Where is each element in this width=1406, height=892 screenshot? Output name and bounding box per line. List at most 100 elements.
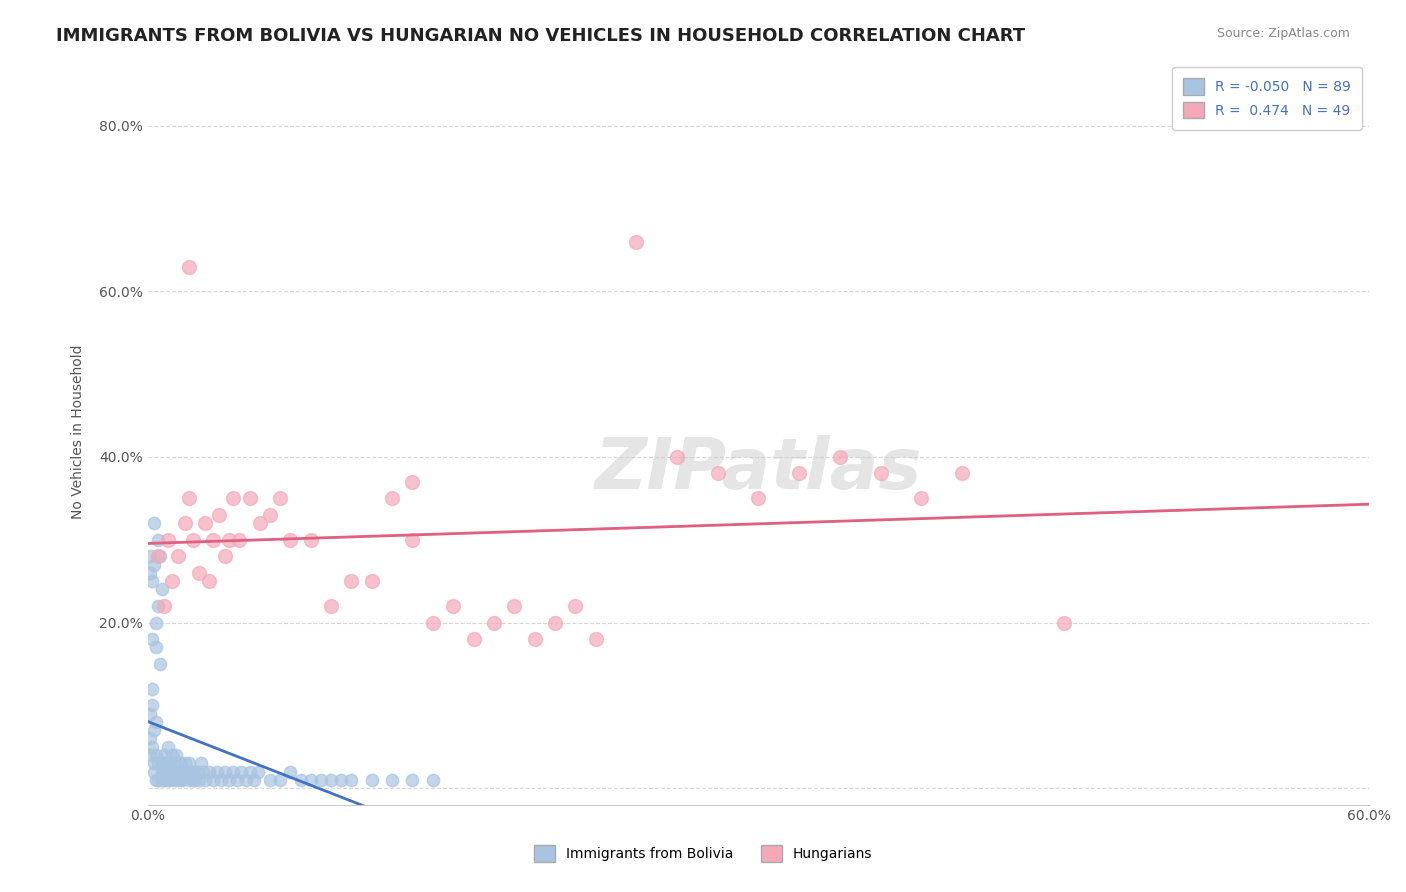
Point (145, 747, 167, 762)
Point (360, 574, 382, 588)
Point (299, 533, 322, 547)
Point (319, 772, 342, 787)
Point (146, 533, 169, 547)
Point (183, 772, 205, 787)
Point (626, 235, 648, 249)
Point (143, 558, 166, 572)
Point (163, 772, 186, 787)
Point (330, 772, 353, 787)
Point (309, 772, 332, 787)
Point (141, 632, 163, 646)
Point (787, 467, 810, 481)
Point (340, 574, 363, 588)
Point (290, 772, 312, 787)
Point (143, 723, 166, 738)
Point (269, 491, 291, 506)
Point (422, 615, 444, 630)
Point (165, 764, 187, 779)
Point (381, 772, 404, 787)
Point (828, 450, 851, 464)
Point (523, 632, 546, 646)
Point (319, 599, 342, 613)
Point (278, 533, 301, 547)
Point (150, 582, 173, 597)
Point (544, 615, 567, 630)
Point (150, 764, 173, 779)
Point (194, 516, 217, 531)
Point (869, 467, 891, 481)
Point (162, 764, 184, 779)
Point (666, 450, 689, 464)
Point (145, 772, 167, 787)
Point (231, 764, 253, 779)
Point (169, 772, 191, 787)
Text: Source: ZipAtlas.com: Source: ZipAtlas.com (1216, 27, 1350, 40)
Point (141, 574, 163, 588)
Point (249, 516, 271, 531)
Point (246, 764, 269, 779)
Point (180, 764, 202, 779)
Point (155, 756, 177, 771)
Point (239, 764, 262, 779)
Point (157, 764, 180, 779)
Point (146, 756, 169, 771)
Point (340, 772, 363, 787)
Point (278, 764, 301, 779)
Point (150, 756, 173, 771)
Point (201, 772, 224, 787)
Point (463, 632, 485, 646)
Point (950, 467, 973, 481)
Point (482, 615, 505, 630)
Point (441, 599, 464, 613)
Point (181, 764, 204, 779)
Point (242, 772, 264, 787)
Point (360, 772, 382, 787)
Point (218, 772, 240, 787)
Point (187, 566, 209, 580)
Point (141, 681, 163, 696)
Point (194, 772, 217, 787)
Point (145, 640, 167, 655)
Point (209, 772, 232, 787)
Point (176, 764, 198, 779)
Point (167, 772, 190, 787)
Point (747, 491, 769, 506)
Point (162, 747, 184, 762)
Y-axis label: No Vehicles in Household: No Vehicles in Household (72, 345, 86, 519)
Point (149, 549, 172, 564)
Point (198, 764, 221, 779)
Point (143, 764, 166, 779)
Point (139, 747, 162, 762)
Point (172, 772, 194, 787)
Point (177, 260, 200, 274)
Point (153, 772, 176, 787)
Point (146, 599, 169, 613)
Point (208, 508, 231, 522)
Point (159, 772, 181, 787)
Point (169, 756, 191, 771)
Point (149, 657, 172, 671)
Point (150, 772, 173, 787)
Point (1053, 615, 1076, 630)
Point (141, 739, 163, 754)
Point (222, 491, 245, 506)
Point (381, 491, 404, 506)
Point (585, 632, 607, 646)
Point (706, 467, 728, 481)
Point (218, 533, 240, 547)
Point (173, 764, 195, 779)
Point (157, 533, 180, 547)
Point (155, 764, 177, 779)
Point (401, 772, 423, 787)
Point (153, 747, 176, 762)
Point (401, 533, 423, 547)
Legend: R = -0.050   N = 89, R =  0.474   N = 49: R = -0.050 N = 89, R = 0.474 N = 49 (1173, 67, 1362, 129)
Point (198, 574, 221, 588)
Point (269, 772, 291, 787)
Point (146, 549, 169, 564)
Point (165, 747, 187, 762)
Point (173, 756, 195, 771)
Point (201, 533, 224, 547)
Point (190, 756, 212, 771)
Point (141, 698, 163, 713)
